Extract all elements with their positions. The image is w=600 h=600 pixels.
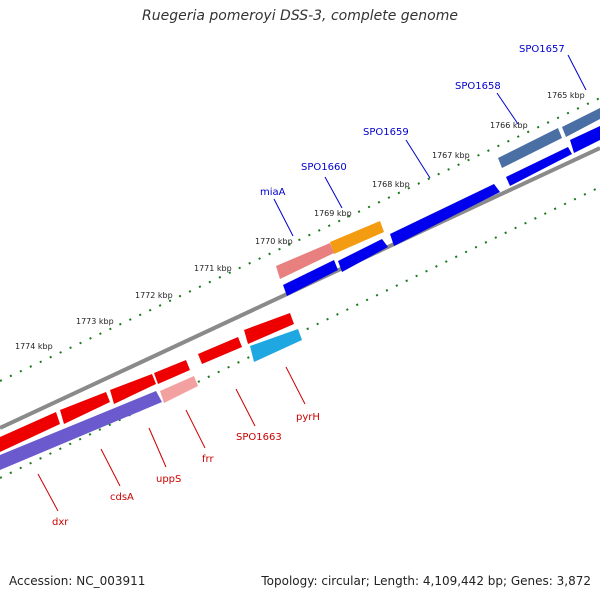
accession-text: Accession: NC_003911 [9,574,146,588]
trna-miaA [276,243,334,279]
tick-label: 1767 kbp [432,151,470,160]
cds-frr[interactable] [154,360,190,384]
tick-label: 1765 kbp [547,91,585,100]
tick-label: 1769 kbp [314,209,352,218]
tick-labels: 1765 kbp 1766 kbp 1767 kbp 1768 kbp 1769… [15,91,585,351]
cog-spo1660 [330,221,384,254]
outer-tick-track [0,97,600,382]
tick-label: 1772 kbp [135,291,173,300]
gene-label-pyrH[interactable]: pyrH [296,412,320,423]
gene-label-cdsA[interactable]: cdsA [110,492,134,503]
tick-label: 1774 kbp [15,342,53,351]
cds-spo1663[interactable] [198,337,242,364]
tick-label: 1771 kbp [194,264,232,273]
reverse-gene-labels: pyrH SPO1663 frr uppS cdsA dxr [52,412,320,528]
tick-label: 1770 kbp [255,237,293,246]
forward-strand-features [276,108,600,296]
gene-label-dxr[interactable]: dxr [52,517,69,528]
gene-label-frr[interactable]: frr [202,454,214,465]
tick-label: 1766 kbp [490,121,528,130]
forward-label-lines [273,54,587,237]
cds-spo1657[interactable] [570,126,600,153]
cds-spo1659[interactable] [390,184,500,246]
gene-label-miaA[interactable]: miaA [260,187,286,198]
cds-uppS[interactable] [110,374,156,404]
cog-spo1657 [562,108,600,137]
cog-spo1658 [498,128,562,168]
gene-label-spo1658[interactable]: SPO1658 [455,81,501,92]
cds-spo1658[interactable] [506,147,572,186]
forward-gene-labels: SPO1657 SPO1658 SPO1659 SPO1660 miaA [260,44,565,198]
cog-uppS-dxr [0,391,162,470]
cds-pyrH[interactable] [244,313,294,344]
tick-label: 1768 kbp [372,180,410,189]
cds-cdsA[interactable] [60,392,110,424]
tick-label: 1773 kbp [76,317,114,326]
genome-summary-text: Topology: circular; Length: 4,109,442 bp… [261,574,591,588]
gene-label-spo1657[interactable]: SPO1657 [519,44,565,55]
cog-pyrH [250,329,302,362]
map-title: Ruegeria pomeroyi DSS-3, complete genome [142,8,458,24]
cds-spo1660[interactable] [338,239,388,272]
trna-frr [160,376,198,403]
gene-label-spo1659[interactable]: SPO1659 [363,127,409,138]
cds-dxr[interactable] [0,412,60,452]
gene-label-spo1663[interactable]: SPO1663 [236,432,282,443]
reverse-label-lines [37,366,306,512]
inner-tick-track [0,186,600,479]
gene-label-spo1660[interactable]: SPO1660 [301,162,347,173]
reverse-strand-features [0,313,302,470]
cds-miaA[interactable] [283,260,338,296]
gene-label-uppS[interactable]: uppS [156,474,181,485]
